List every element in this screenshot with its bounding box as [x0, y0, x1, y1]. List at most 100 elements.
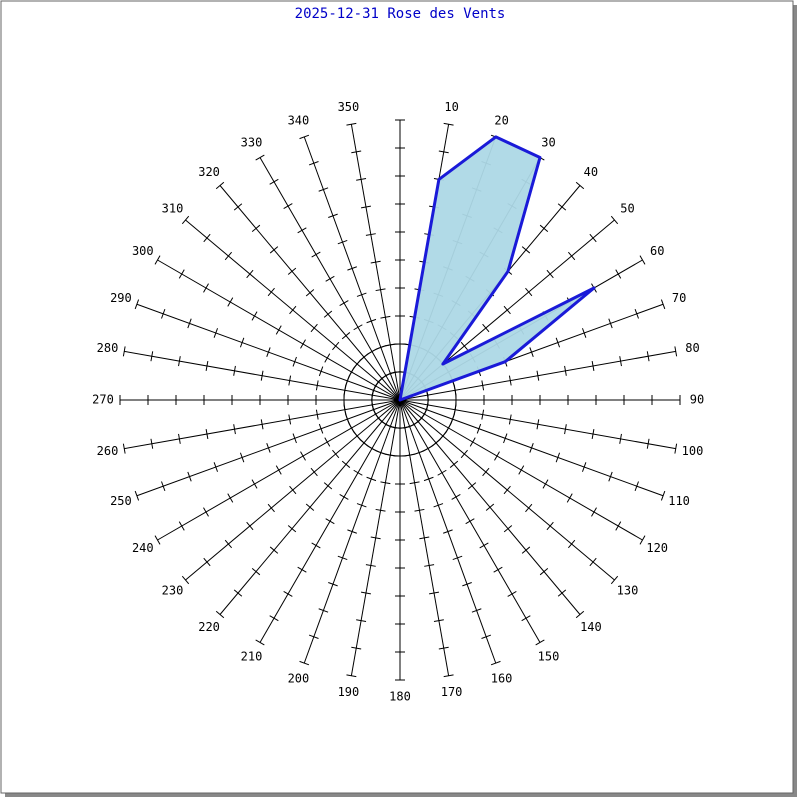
- tick-mark: [275, 325, 282, 335]
- direction-label: 320: [198, 165, 220, 179]
- tick-mark: [471, 608, 482, 613]
- tick-mark: [423, 476, 434, 482]
- tick-mark: [233, 424, 236, 435]
- direction-label: 70: [672, 291, 686, 305]
- tick-mark: [266, 443, 271, 453]
- direction-label: 290: [110, 291, 132, 305]
- direction-label: 310: [162, 202, 184, 216]
- tick-mark: [134, 299, 140, 310]
- tick-mark: [546, 269, 554, 279]
- direction-label: 300: [132, 244, 154, 258]
- tick-mark: [292, 433, 297, 444]
- tick-mark: [346, 674, 357, 678]
- tick-mark: [161, 308, 166, 319]
- tick-mark: [476, 423, 482, 434]
- tick-mark: [437, 469, 447, 476]
- tick-mark: [375, 345, 386, 350]
- tick-mark: [260, 419, 264, 430]
- tick-mark: [289, 305, 297, 315]
- tick-mark: [581, 462, 587, 472]
- direction-label: 260: [97, 444, 119, 458]
- tick-mark: [339, 300, 349, 306]
- tick-mark: [465, 518, 475, 525]
- tick-mark: [589, 233, 597, 243]
- tick-mark: [305, 503, 315, 511]
- tick-mark: [308, 634, 319, 639]
- tick-mark: [539, 567, 549, 576]
- tick-mark: [178, 521, 185, 531]
- tick-mark: [150, 438, 154, 449]
- tick-mark: [345, 414, 350, 425]
- tick-mark: [178, 269, 185, 279]
- tick-mark: [205, 429, 209, 440]
- tick-mark: [122, 443, 126, 454]
- direction-label: 210: [241, 650, 263, 664]
- tick-mark: [275, 465, 282, 475]
- tick-mark: [525, 287, 533, 297]
- tick-mark: [462, 581, 472, 587]
- tick-mark: [467, 482, 477, 490]
- tick-mark: [481, 409, 485, 420]
- tick-mark: [503, 305, 511, 315]
- tick-mark: [269, 178, 279, 185]
- direction-label: 20: [494, 113, 508, 127]
- tick-mark: [564, 365, 567, 376]
- tick-mark: [409, 481, 420, 485]
- tick-mark: [251, 311, 258, 321]
- tick-mark: [639, 255, 646, 265]
- direction-label: 180: [389, 690, 411, 704]
- tick-mark: [154, 255, 161, 265]
- tick-mark: [233, 365, 236, 376]
- tick-mark: [315, 380, 319, 391]
- tick-mark: [450, 414, 455, 425]
- tick-mark: [564, 424, 567, 435]
- tick-mark: [619, 433, 622, 444]
- tick-mark: [343, 404, 347, 415]
- direction-label: 10: [444, 100, 458, 114]
- tick-mark: [178, 433, 181, 444]
- tick-mark: [266, 347, 271, 357]
- tick-mark: [380, 481, 391, 485]
- tick-mark: [414, 508, 425, 512]
- tick-mark: [283, 591, 293, 597]
- tick-mark: [255, 154, 265, 161]
- tick-mark: [323, 482, 333, 490]
- tick-mark: [246, 269, 254, 279]
- tick-mark: [542, 479, 549, 489]
- direction-label: 170: [441, 685, 463, 699]
- tick-mark: [341, 460, 351, 468]
- tick-mark: [546, 521, 554, 531]
- tick-mark: [536, 419, 540, 430]
- tick-mark: [255, 639, 265, 646]
- tick-mark: [178, 356, 181, 367]
- tick-mark: [300, 339, 306, 349]
- tick-mark: [203, 557, 211, 567]
- tick-mark: [575, 181, 585, 190]
- tick-mark: [414, 450, 425, 455]
- tick-mark: [674, 346, 678, 357]
- tick-mark: [503, 433, 508, 444]
- tick-mark: [297, 566, 307, 573]
- tick-mark: [433, 503, 444, 508]
- tick-mark: [439, 431, 447, 441]
- tick-mark: [529, 443, 534, 453]
- tick-mark: [443, 529, 453, 534]
- tick-mark: [251, 479, 258, 489]
- direction-label: 230: [162, 583, 184, 597]
- tick-mark: [351, 150, 362, 154]
- tick-mark: [348, 423, 355, 433]
- tick-mark: [385, 343, 396, 347]
- direction-label: 130: [617, 583, 639, 597]
- tick-mark: [287, 267, 297, 275]
- tick-mark: [521, 246, 531, 254]
- tick-mark: [203, 233, 211, 243]
- tick-mark: [181, 575, 190, 585]
- tick-mark: [503, 525, 513, 533]
- tick-mark: [485, 503, 495, 511]
- tick-mark: [359, 439, 369, 447]
- tick-mark: [503, 485, 511, 495]
- tick-mark: [423, 445, 433, 452]
- tick-mark: [122, 346, 126, 357]
- tick-mark: [493, 566, 503, 573]
- tick-mark: [634, 308, 639, 319]
